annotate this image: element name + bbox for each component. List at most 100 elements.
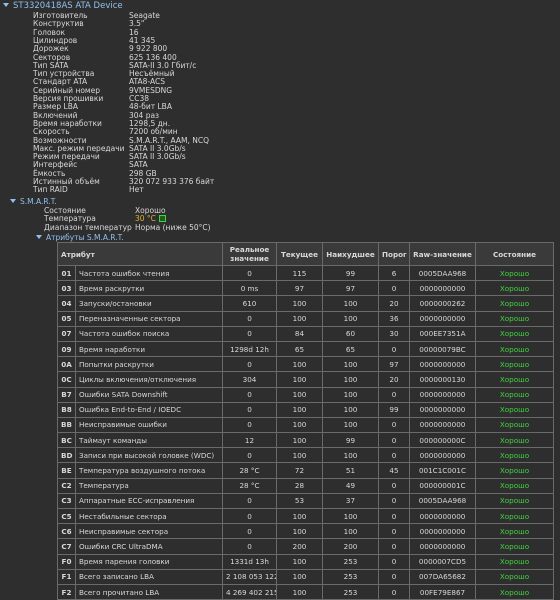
attribute-cell: 0 [222, 401, 277, 418]
attribute-cell: 72 [276, 462, 323, 479]
attribute-name: Переназначенные сектора [75, 310, 223, 327]
attribute-cell: 99 [322, 264, 379, 282]
attribute-id: BE [57, 462, 76, 479]
attribute-cell: 100 [276, 553, 323, 570]
property-value: SATA-II 3.0 Гбит/с [129, 60, 197, 70]
attribute-cell: 253 [322, 568, 379, 585]
attribute-cell: Хорошо [475, 340, 554, 358]
attribute-cell: 0000007CD5 [409, 553, 476, 570]
attribute-cell: 000EE7351A [409, 325, 476, 342]
attribute-name: Время наработки [75, 340, 223, 358]
attribute-cell: 65 [276, 340, 323, 358]
property-label: Размер LBA [33, 102, 78, 112]
attributes-header[interactable]: Атрибуты S.M.A.R.T. [36, 233, 124, 242]
property-label: Секторов [33, 52, 71, 62]
attribute-cell: 0000000000 [409, 416, 476, 434]
attribute-id: 01 [57, 264, 76, 282]
attribute-cell: 0 [378, 523, 410, 540]
property-label: Версия прошивки [33, 94, 104, 103]
attribute-cell: 100 [276, 523, 323, 540]
device-header[interactable]: ST3320418AS ATA Device [3, 1, 123, 11]
attribute-cell: Хорошо [475, 416, 554, 434]
column-header: Наихудшее [322, 242, 379, 266]
attribute-id: B8 [57, 401, 76, 418]
attribute-cell: 100 [322, 523, 379, 540]
smart-header[interactable]: S.M.A.R.T. [10, 197, 57, 206]
expand-icon [3, 3, 9, 7]
attribute-row: 04 Запуски/остановки 610 100 100 20 0000000262… [57, 295, 554, 312]
attribute-id: BB [57, 416, 76, 434]
attribute-cell: 100 [276, 401, 323, 418]
attribute-cell: 001C1C001C [409, 462, 476, 479]
attribute-name: Температура воздушного потока [75, 462, 223, 479]
attribute-name: Время парения головки [75, 553, 223, 570]
attribute-cell: 100 [276, 507, 323, 525]
header-row: Атрибут Реальное значение Текущее Наихудшее… [57, 242, 554, 266]
attribute-cell: 0000000000 [409, 538, 476, 555]
attribute-cell: 0 [378, 340, 410, 358]
column-header: Текущее [276, 242, 323, 266]
attribute-id: 03 [57, 280, 76, 297]
attribute-cell: 100 [276, 371, 323, 388]
attribute-cell: 100 [276, 447, 323, 464]
property-label: Тип RAID [33, 185, 68, 195]
attribute-cell: Хорошо [475, 447, 554, 464]
attribute-cell: 0000000000 [409, 386, 476, 403]
attribute-cell: 0000000000 [409, 507, 476, 525]
smart-label: Температура [44, 214, 96, 224]
attribute-name: Аппаратные ECC-исправления [75, 492, 223, 510]
attribute-row: 01 Частота ошибок чтения 0 115 99 6 0005DAA968… [57, 264, 554, 282]
attribute-cell: 51 [322, 462, 379, 479]
property-value: SATA II 3.0Gb/s [129, 152, 186, 162]
attribute-row: C2 Температура 28 °C 28 49 0 000000001C Хорошо [57, 477, 554, 494]
property-value: SATA [129, 160, 148, 170]
attribute-cell: 0 [378, 492, 410, 510]
attribute-cell: 0 [222, 264, 277, 282]
attribute-cell: 65 [322, 340, 379, 358]
attribute-cell: 100 [322, 310, 379, 327]
attribute-cell: 99 [322, 432, 379, 449]
property-label: Макс. режим передачи [33, 143, 125, 153]
property-value: ATA8-ACS [129, 77, 165, 87]
attribute-cell: 53 [276, 492, 323, 510]
expand-icon [10, 199, 16, 203]
attribute-cell: 115 [276, 264, 323, 282]
attribute-cell: Хорошо [475, 356, 554, 373]
attribute-cell: 0000000000 [409, 280, 476, 297]
attribute-cell: 0 [378, 507, 410, 525]
attribute-cell: 0000000000 [409, 447, 476, 464]
property-label: Цилиндров [33, 35, 78, 45]
attribute-cell: 2 108 053 122 [222, 568, 277, 585]
attribute-cell: 100 [322, 507, 379, 525]
property-value: 304 раз [129, 110, 160, 120]
property-value: Нет [129, 185, 144, 195]
attribute-id: C2 [57, 477, 76, 494]
attribute-row: F0 Время парения головки 1331d 13h 100 253 0 0… [57, 553, 554, 570]
attribute-name: Всего прочитано LBA [75, 583, 223, 600]
attribute-cell: 1298d 12h [222, 340, 277, 358]
attribute-row: 0A Попытки раскрутки 0 100 100 97 0000000000 Хо… [57, 356, 554, 373]
attribute-row: C3 Аппаратные ECC-исправления 0 53 37 0 0005DA… [57, 492, 554, 510]
attribute-id: 07 [57, 325, 76, 342]
attribute-cell: 0 ms [222, 280, 277, 297]
attribute-cell: 0 [378, 447, 410, 464]
property-label: Дорожек [33, 44, 69, 54]
attribute-cell: 00FE79E867 [409, 583, 476, 600]
attribute-cell: 000000000C [409, 432, 476, 449]
attribute-id: C5 [57, 507, 76, 525]
attribute-name: Температура [75, 477, 223, 494]
attribute-cell: 60 [322, 325, 379, 342]
attribute-cell: 0000000130 [409, 371, 476, 388]
property-value: CC38 [129, 94, 150, 103]
attribute-cell: 100 [276, 310, 323, 327]
attribute-name: Циклы включения/отключения [75, 371, 223, 388]
attribute-cell: 0 [222, 447, 277, 464]
attribute-cell: 0 [378, 432, 410, 449]
attribute-name: Всего записано LBA [75, 568, 223, 585]
attribute-cell: 0 [378, 568, 410, 585]
attribute-id: F2 [57, 583, 76, 600]
attribute-cell: 0000000000 [409, 401, 476, 418]
attribute-cell: Хорошо [475, 462, 554, 479]
attribute-id: C6 [57, 523, 76, 540]
